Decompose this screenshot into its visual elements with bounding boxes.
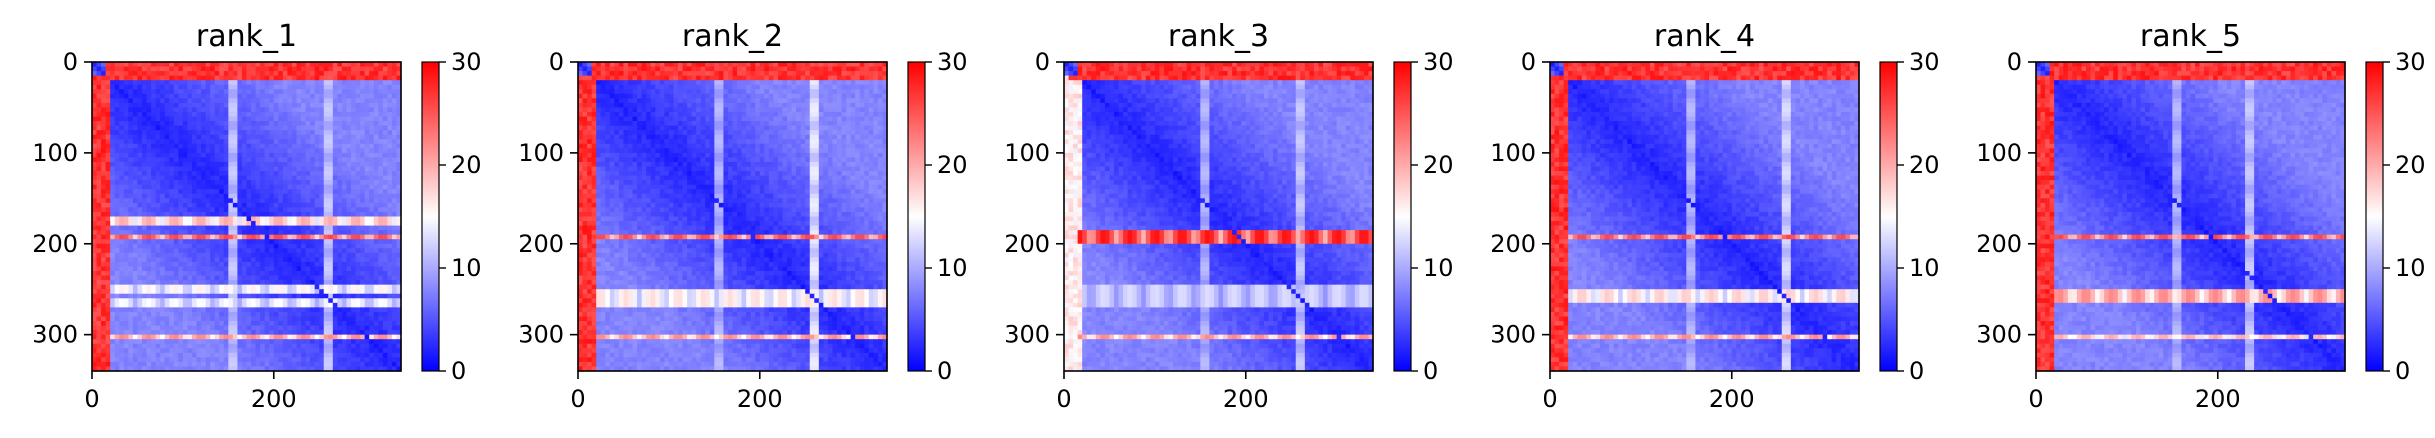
colorbar-tick-label: 20 xyxy=(1423,151,1454,179)
heatmap-image xyxy=(2036,62,2346,372)
colorbar xyxy=(1880,62,1897,371)
colorbar-tick-label: 0 xyxy=(1423,357,1438,385)
y-tick-label: 300 xyxy=(1976,321,2022,349)
panel-title: rank_5 xyxy=(2140,19,2241,54)
colorbar xyxy=(2366,62,2383,371)
colorbar-tick-label: 0 xyxy=(937,357,952,385)
panel-2: rank_2 0 200 0 100 200 300 0 10 20 30 xyxy=(518,19,967,413)
colorbar-tick-label: 30 xyxy=(937,48,968,76)
panel-4: rank_4 0 200 0 100 200 300 0 10 20 30 xyxy=(1490,19,1939,413)
colorbar-tick-label: 20 xyxy=(2395,151,2426,179)
y-tick-label: 0 xyxy=(63,48,78,76)
x-tick-label: 200 xyxy=(1223,385,1269,413)
colorbar-tick-label: 10 xyxy=(451,254,482,282)
y-tick-label: 0 xyxy=(2007,48,2022,76)
x-tick-label: 200 xyxy=(251,385,297,413)
x-tick-label: 0 xyxy=(570,385,585,413)
colorbar-tick-label: 10 xyxy=(937,254,968,282)
colorbar xyxy=(1394,62,1411,371)
y-tick-label: 200 xyxy=(32,230,78,258)
panel-title: rank_2 xyxy=(682,19,783,54)
x-tick-label: 0 xyxy=(1542,385,1557,413)
colorbar-tick-label: 0 xyxy=(2395,357,2410,385)
y-tick-label: 100 xyxy=(1976,139,2022,167)
colorbar xyxy=(908,62,925,371)
y-tick-label: 100 xyxy=(518,139,564,167)
colorbar-tick-label: 10 xyxy=(1423,254,1454,282)
panel-1: rank_1 0 200 0 100 200 300 0 10 20 30 xyxy=(32,19,481,413)
heatmap-image xyxy=(92,62,402,372)
colorbar-tick-label: 10 xyxy=(1909,254,1940,282)
colorbar-tick-label: 20 xyxy=(1909,151,1940,179)
panel-3: rank_3 0 200 0 100 200 300 0 10 20 30 xyxy=(1004,19,1453,413)
heatmap-image xyxy=(1550,62,1860,372)
x-tick-label: 0 xyxy=(2028,385,2043,413)
panel-title: rank_1 xyxy=(196,19,297,54)
panel-5: rank_5 0 200 0 100 200 300 0 10 20 30 xyxy=(1976,19,2425,413)
y-tick-label: 300 xyxy=(32,321,78,349)
heatmap-image xyxy=(578,62,888,372)
colorbar xyxy=(422,62,439,371)
y-tick-label: 200 xyxy=(1004,230,1050,258)
x-tick-label: 0 xyxy=(84,385,99,413)
colorbar-tick-label: 20 xyxy=(937,151,968,179)
x-tick-label: 200 xyxy=(2195,385,2241,413)
colorbar-tick-label: 30 xyxy=(2395,48,2426,76)
y-tick-label: 300 xyxy=(1004,321,1050,349)
x-tick-label: 0 xyxy=(1056,385,1071,413)
y-tick-label: 100 xyxy=(32,139,78,167)
colorbar-tick-label: 30 xyxy=(1423,48,1454,76)
x-tick-label: 200 xyxy=(737,385,783,413)
y-tick-label: 0 xyxy=(1521,48,1536,76)
colorbar-tick-label: 30 xyxy=(451,48,482,76)
heatmap-image xyxy=(1064,62,1374,372)
y-tick-label: 0 xyxy=(1035,48,1050,76)
y-tick-label: 200 xyxy=(1490,230,1536,258)
y-tick-label: 300 xyxy=(518,321,564,349)
y-tick-label: 100 xyxy=(1004,139,1050,167)
colorbar-tick-label: 0 xyxy=(1909,357,1924,385)
y-tick-label: 200 xyxy=(1976,230,2022,258)
y-tick-label: 200 xyxy=(518,230,564,258)
y-tick-label: 100 xyxy=(1490,139,1536,167)
colorbar-tick-label: 20 xyxy=(451,151,482,179)
colorbar-tick-label: 10 xyxy=(2395,254,2426,282)
x-tick-label: 200 xyxy=(1709,385,1755,413)
colorbar-tick-label: 0 xyxy=(451,357,466,385)
panel-title: rank_3 xyxy=(1168,19,1269,54)
panel-title: rank_4 xyxy=(1654,19,1755,54)
y-tick-label: 0 xyxy=(549,48,564,76)
colorbar-tick-label: 30 xyxy=(1909,48,1940,76)
y-tick-label: 300 xyxy=(1490,321,1536,349)
